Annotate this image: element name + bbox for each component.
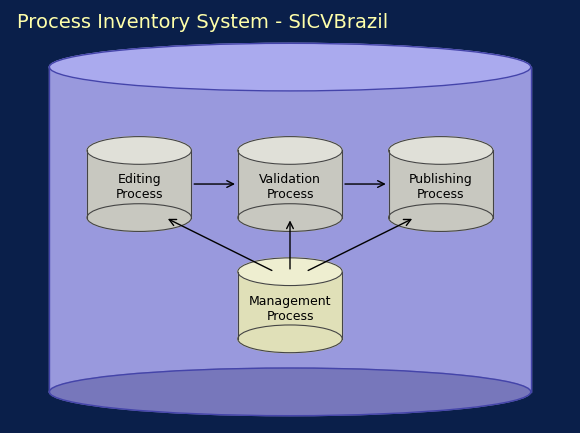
- Polygon shape: [238, 151, 342, 218]
- Ellipse shape: [238, 204, 342, 232]
- Ellipse shape: [49, 43, 531, 91]
- Ellipse shape: [238, 325, 342, 352]
- Text: Publishing
Process: Publishing Process: [409, 174, 473, 201]
- Ellipse shape: [87, 137, 191, 165]
- Polygon shape: [389, 151, 493, 218]
- Text: Editing
Process: Editing Process: [115, 174, 163, 201]
- Ellipse shape: [238, 258, 342, 286]
- Ellipse shape: [49, 368, 531, 416]
- Ellipse shape: [389, 204, 493, 232]
- Text: Process Inventory System - SICVBrazil: Process Inventory System - SICVBrazil: [17, 13, 389, 32]
- Text: Management
Process: Management Process: [249, 295, 331, 323]
- Polygon shape: [49, 67, 531, 392]
- Text: Validation
Process: Validation Process: [259, 174, 321, 201]
- Ellipse shape: [238, 137, 342, 165]
- Ellipse shape: [389, 137, 493, 165]
- Ellipse shape: [87, 204, 191, 232]
- Polygon shape: [238, 272, 342, 339]
- Polygon shape: [87, 151, 191, 218]
